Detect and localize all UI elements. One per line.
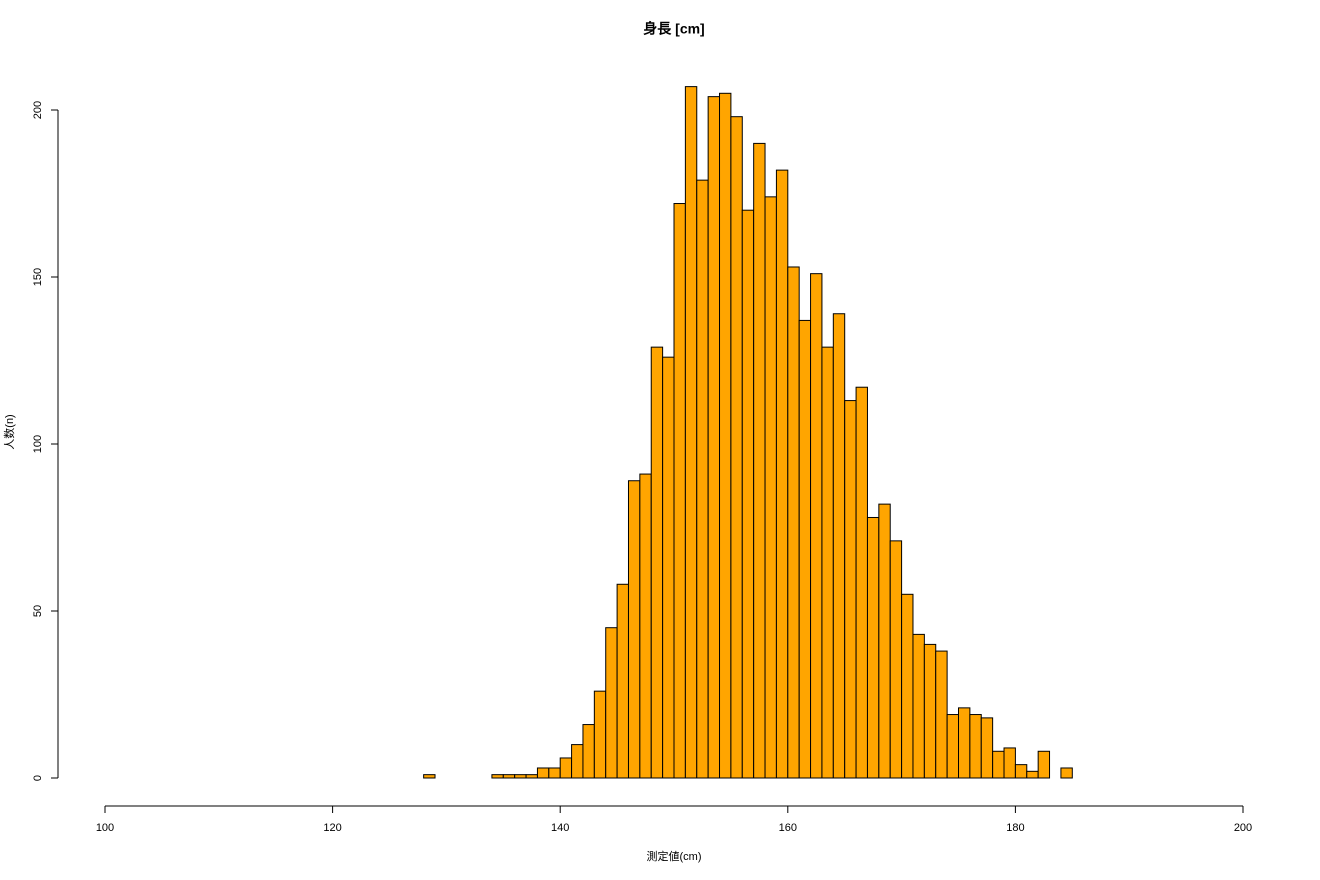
x-tick-label: 180 xyxy=(1006,822,1024,834)
bar xyxy=(650,346,664,779)
bar xyxy=(1037,750,1051,779)
y-tick-label: 50 xyxy=(32,605,44,617)
bar xyxy=(1014,764,1028,779)
bar xyxy=(753,142,766,779)
x-tick-label: 120 xyxy=(323,822,341,834)
bar xyxy=(502,774,516,779)
bar xyxy=(593,690,607,779)
bar xyxy=(810,273,823,779)
bar xyxy=(923,643,937,779)
bar xyxy=(775,169,789,779)
chart-title: 身長 [cm] xyxy=(643,21,704,37)
bar xyxy=(866,516,880,779)
x-tick-label: 140 xyxy=(551,822,569,834)
y-tick-label: 200 xyxy=(32,101,44,119)
bar xyxy=(821,346,834,779)
bar xyxy=(935,650,948,779)
bar xyxy=(798,319,812,779)
bar xyxy=(1060,767,1073,779)
bar xyxy=(787,266,800,779)
bar xyxy=(889,540,903,779)
y-axis-label: 人数(n) xyxy=(3,414,16,449)
bar xyxy=(559,757,573,779)
bar xyxy=(491,774,504,779)
bar xyxy=(1026,770,1039,779)
bar xyxy=(912,633,925,779)
bar xyxy=(878,503,891,779)
bar xyxy=(707,96,721,779)
bar xyxy=(639,473,652,779)
y-tick-label: 0 xyxy=(32,775,44,781)
bar xyxy=(730,116,743,779)
bar xyxy=(969,714,982,779)
bar xyxy=(673,203,686,779)
bar xyxy=(992,750,1005,779)
bar xyxy=(514,774,527,779)
bar xyxy=(855,386,868,779)
bar xyxy=(764,196,777,779)
bar xyxy=(832,313,846,779)
bar xyxy=(696,179,709,779)
x-axis-label: 測定値(cm) xyxy=(647,849,702,863)
bar xyxy=(582,724,595,779)
y-tick-label: 150 xyxy=(32,268,44,286)
x-tick-label: 100 xyxy=(96,822,114,834)
bar xyxy=(627,480,641,779)
bar xyxy=(980,717,994,779)
bar xyxy=(423,774,436,779)
bar xyxy=(958,707,971,779)
bar xyxy=(616,583,629,779)
bar xyxy=(719,92,732,779)
bar xyxy=(901,593,914,779)
bar xyxy=(1003,747,1016,779)
y-tick-label: 100 xyxy=(32,435,44,453)
bar xyxy=(548,767,561,779)
bar xyxy=(605,627,618,779)
bar xyxy=(662,356,675,779)
bar xyxy=(525,774,538,779)
bar xyxy=(571,744,584,779)
bar xyxy=(684,86,698,779)
bar xyxy=(946,714,959,779)
x-tick-label: 160 xyxy=(779,822,797,834)
bar xyxy=(741,209,755,779)
bar xyxy=(844,400,857,779)
x-tick-label: 200 xyxy=(1234,822,1252,834)
bar xyxy=(536,767,550,779)
